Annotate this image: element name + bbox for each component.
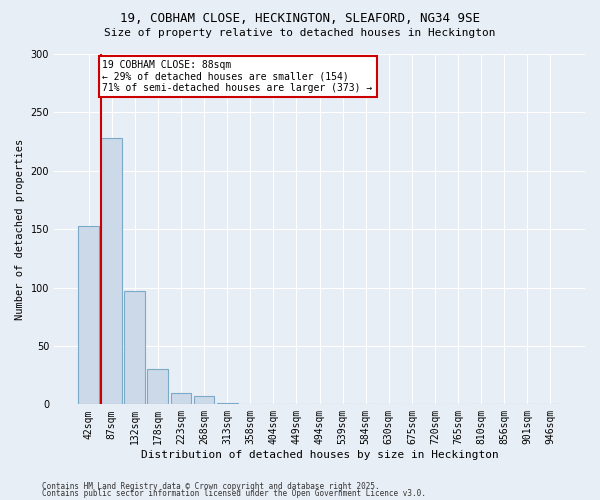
Bar: [148, 370, 168, 404]
Text: 19, COBHAM CLOSE, HECKINGTON, SLEAFORD, NG34 9SE: 19, COBHAM CLOSE, HECKINGTON, SLEAFORD, …: [120, 12, 480, 26]
Bar: [170, 392, 191, 404]
Text: Contains HM Land Registry data © Crown copyright and database right 2025.: Contains HM Land Registry data © Crown c…: [42, 482, 380, 491]
Y-axis label: Number of detached properties: Number of detached properties: [15, 138, 25, 320]
Bar: [194, 396, 214, 404]
Bar: [124, 291, 145, 405]
Bar: [101, 138, 122, 404]
Text: 19 COBHAM CLOSE: 88sqm
← 29% of detached houses are smaller (154)
71% of semi-de: 19 COBHAM CLOSE: 88sqm ← 29% of detached…: [103, 60, 373, 93]
X-axis label: Distribution of detached houses by size in Heckington: Distribution of detached houses by size …: [140, 450, 499, 460]
Text: Size of property relative to detached houses in Heckington: Size of property relative to detached ho…: [104, 28, 496, 38]
Text: Contains public sector information licensed under the Open Government Licence v3: Contains public sector information licen…: [42, 490, 426, 498]
Bar: [78, 226, 99, 404]
Bar: [217, 403, 238, 404]
